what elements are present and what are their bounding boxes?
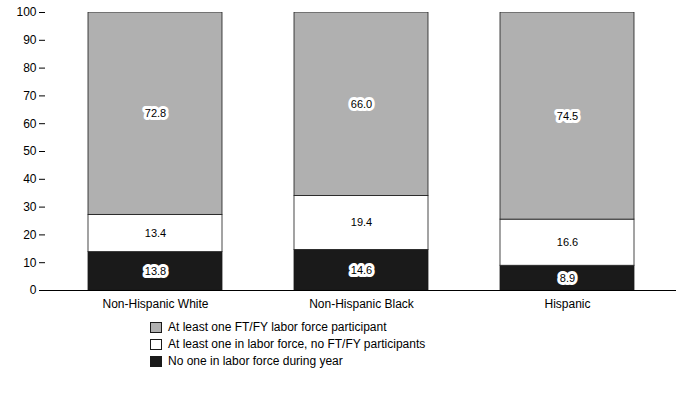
svg-text:13.4: 13.4: [145, 227, 166, 239]
svg-text:100: 100: [16, 5, 36, 19]
svg-text:40: 40: [23, 172, 37, 186]
svg-text:80: 80: [23, 61, 37, 75]
svg-text:13.8: 13.8: [145, 265, 166, 277]
html-text:At least one in labor force, n: At least one in labor force, no FT/FY pa…: [168, 337, 426, 351]
svg-text:50: 50: [23, 144, 37, 158]
svg-text:70: 70: [23, 89, 37, 103]
svg-text:74.5: 74.5: [557, 110, 578, 122]
html-text:No one in labor force during y: No one in labor force during year: [168, 354, 343, 368]
svg-text:90: 90: [23, 33, 37, 47]
svg-text:66.0: 66.0: [351, 98, 372, 110]
svg-text:0: 0: [30, 283, 37, 297]
svg-text:19.4: 19.4: [351, 216, 372, 228]
svg-text:Non-Hispanic Black: Non-Hispanic Black: [309, 297, 415, 311]
svg-text:Non-Hispanic White: Non-Hispanic White: [102, 297, 208, 311]
svg-text:14.6: 14.6: [351, 264, 372, 276]
svg-text:Hispanic: Hispanic: [544, 297, 590, 311]
html-text:At least one FT/FY labor force: At least one FT/FY labor force participa…: [168, 320, 387, 334]
svg-text:16.6: 16.6: [557, 236, 578, 248]
svg-text:20: 20: [23, 228, 37, 242]
svg-text:72.8: 72.8: [145, 107, 166, 119]
svg-text:60: 60: [23, 117, 37, 131]
svg-text:8.9: 8.9: [560, 272, 575, 284]
svg-text:10: 10: [23, 256, 37, 270]
svg-text:30: 30: [23, 200, 37, 214]
